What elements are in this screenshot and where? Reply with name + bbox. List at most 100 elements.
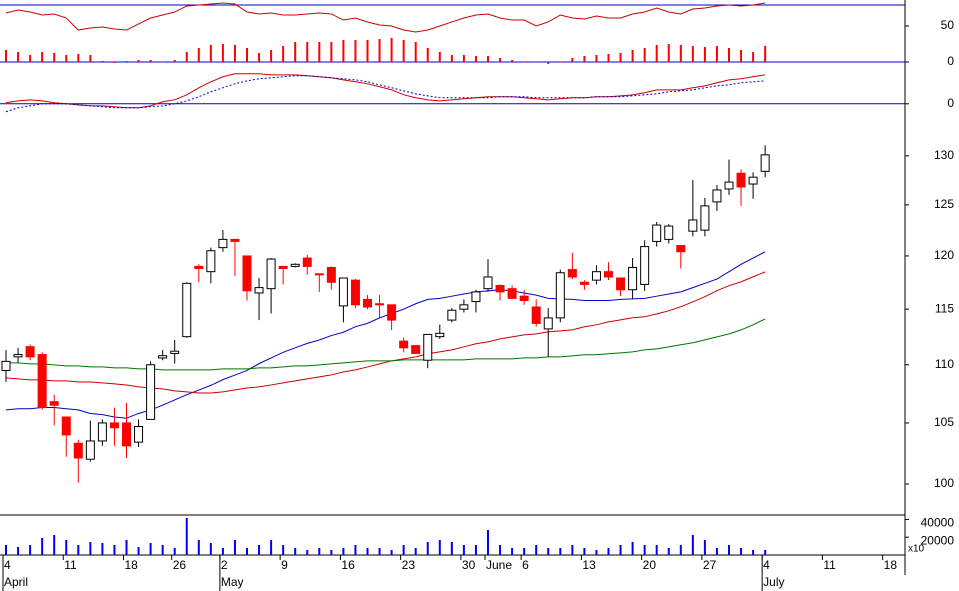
candle-body bbox=[676, 245, 686, 253]
volume-bar bbox=[607, 548, 610, 555]
rsi-histogram-bar bbox=[715, 46, 718, 62]
rsi-histogram-bar bbox=[125, 60, 128, 62]
rsi-histogram-bar bbox=[438, 51, 441, 62]
volume-bar bbox=[65, 540, 68, 555]
rsi-histogram-bar bbox=[402, 39, 405, 62]
candle-body bbox=[688, 219, 698, 232]
volume-bar bbox=[185, 518, 188, 555]
x-tick-label: 11 bbox=[823, 558, 836, 572]
rsi-histogram-bar bbox=[246, 48, 248, 62]
candle-body bbox=[290, 263, 300, 267]
macd-line bbox=[5, 73, 766, 109]
candle-body bbox=[182, 282, 192, 338]
moving-average-line bbox=[5, 271, 766, 394]
volume-bar bbox=[366, 548, 369, 555]
rsi-histogram-bar bbox=[559, 62, 562, 63]
rsi-histogram-bar bbox=[29, 55, 32, 62]
rsi-histogram-bar bbox=[487, 56, 489, 62]
x-tick-label: 30 bbox=[462, 558, 476, 572]
candle-body bbox=[13, 354, 23, 358]
volume-bar bbox=[354, 545, 357, 555]
x-tick-label: 4 bbox=[763, 558, 770, 572]
rsi-histogram-bar bbox=[462, 55, 465, 62]
rsi-histogram-bar bbox=[5, 49, 7, 62]
candle-body bbox=[134, 426, 144, 443]
rsi-histogram-bar bbox=[209, 45, 212, 62]
volume-bar bbox=[258, 545, 261, 555]
candle-body bbox=[423, 333, 433, 361]
rsi-histogram-bar bbox=[571, 57, 574, 62]
volume-bar bbox=[631, 542, 634, 555]
rsi-histogram-bar bbox=[101, 60, 104, 62]
volume-bar bbox=[499, 545, 502, 555]
rsi-histogram-bar bbox=[655, 45, 658, 62]
volume-bar bbox=[474, 545, 477, 555]
x-tick-label: 9 bbox=[281, 558, 288, 572]
candle-body bbox=[350, 279, 360, 306]
y-tick-label: 120 bbox=[934, 248, 954, 262]
rsi-histogram-bar bbox=[65, 55, 68, 62]
candle-body bbox=[483, 276, 493, 290]
rsi-histogram-bar bbox=[523, 62, 526, 63]
candle-body bbox=[326, 266, 336, 283]
volume-bar bbox=[715, 548, 718, 555]
candle-body bbox=[760, 154, 770, 172]
rsi-histogram-bar bbox=[233, 45, 236, 62]
volume-bar bbox=[450, 542, 453, 555]
rsi-line bbox=[5, 2, 766, 33]
volume-bar bbox=[438, 540, 441, 555]
volume-bar bbox=[330, 550, 333, 555]
x-tick-label: 11 bbox=[64, 558, 77, 572]
volume-bar bbox=[378, 548, 381, 555]
rsi-histogram-bar bbox=[390, 38, 393, 62]
macd-line bbox=[5, 75, 766, 113]
volume-bar bbox=[101, 543, 104, 555]
y-tick-label: 105 bbox=[934, 415, 954, 429]
candle-body bbox=[85, 440, 95, 460]
candle-body bbox=[435, 332, 445, 338]
candle-body bbox=[122, 422, 131, 447]
y-tick-label: 115 bbox=[935, 301, 954, 315]
volume-bar bbox=[535, 545, 538, 555]
candle-body bbox=[519, 295, 529, 301]
y-tick-label: 0 bbox=[947, 54, 954, 68]
rsi-histogram-bar bbox=[17, 51, 20, 62]
rsi-histogram-bar bbox=[221, 43, 224, 62]
candle-body bbox=[640, 246, 650, 285]
candle-body bbox=[25, 346, 35, 358]
candle-body bbox=[700, 205, 710, 231]
candle-body bbox=[712, 189, 722, 203]
candle-body bbox=[314, 273, 324, 276]
candle-body bbox=[302, 257, 312, 267]
candle-body bbox=[37, 354, 47, 409]
x-tick-label: 23 bbox=[402, 558, 416, 572]
volume-bar bbox=[740, 548, 743, 555]
candle-body bbox=[170, 350, 180, 354]
moving-average-line bbox=[5, 251, 766, 419]
candle-body bbox=[495, 284, 505, 293]
rsi-histogram-bar bbox=[149, 59, 152, 62]
rsi-histogram-bar bbox=[752, 51, 755, 62]
volume-bar bbox=[29, 545, 32, 555]
candle-body bbox=[194, 265, 204, 270]
volume-bar bbox=[752, 550, 755, 555]
rsi-histogram-bar bbox=[414, 41, 417, 62]
rsi-histogram-bar bbox=[113, 62, 116, 64]
volume-bar bbox=[41, 538, 44, 555]
x-tick-label: 4 bbox=[4, 558, 11, 572]
rsi-histogram-bar bbox=[703, 47, 706, 62]
x-tick-label: 20 bbox=[643, 558, 657, 572]
volume-bar bbox=[559, 548, 562, 555]
volume-bar bbox=[691, 535, 694, 555]
candle-body bbox=[399, 340, 409, 349]
x-tick-label: 6 bbox=[522, 558, 529, 572]
volume-bar bbox=[197, 540, 200, 555]
volume-bar bbox=[667, 548, 670, 555]
rsi-histogram-bar bbox=[583, 56, 586, 62]
rsi-histogram-bar bbox=[607, 54, 610, 62]
rsi-histogram-bar bbox=[306, 41, 309, 62]
candle-body bbox=[736, 172, 746, 188]
volume-bar bbox=[728, 545, 730, 555]
volume-bar bbox=[547, 548, 550, 555]
